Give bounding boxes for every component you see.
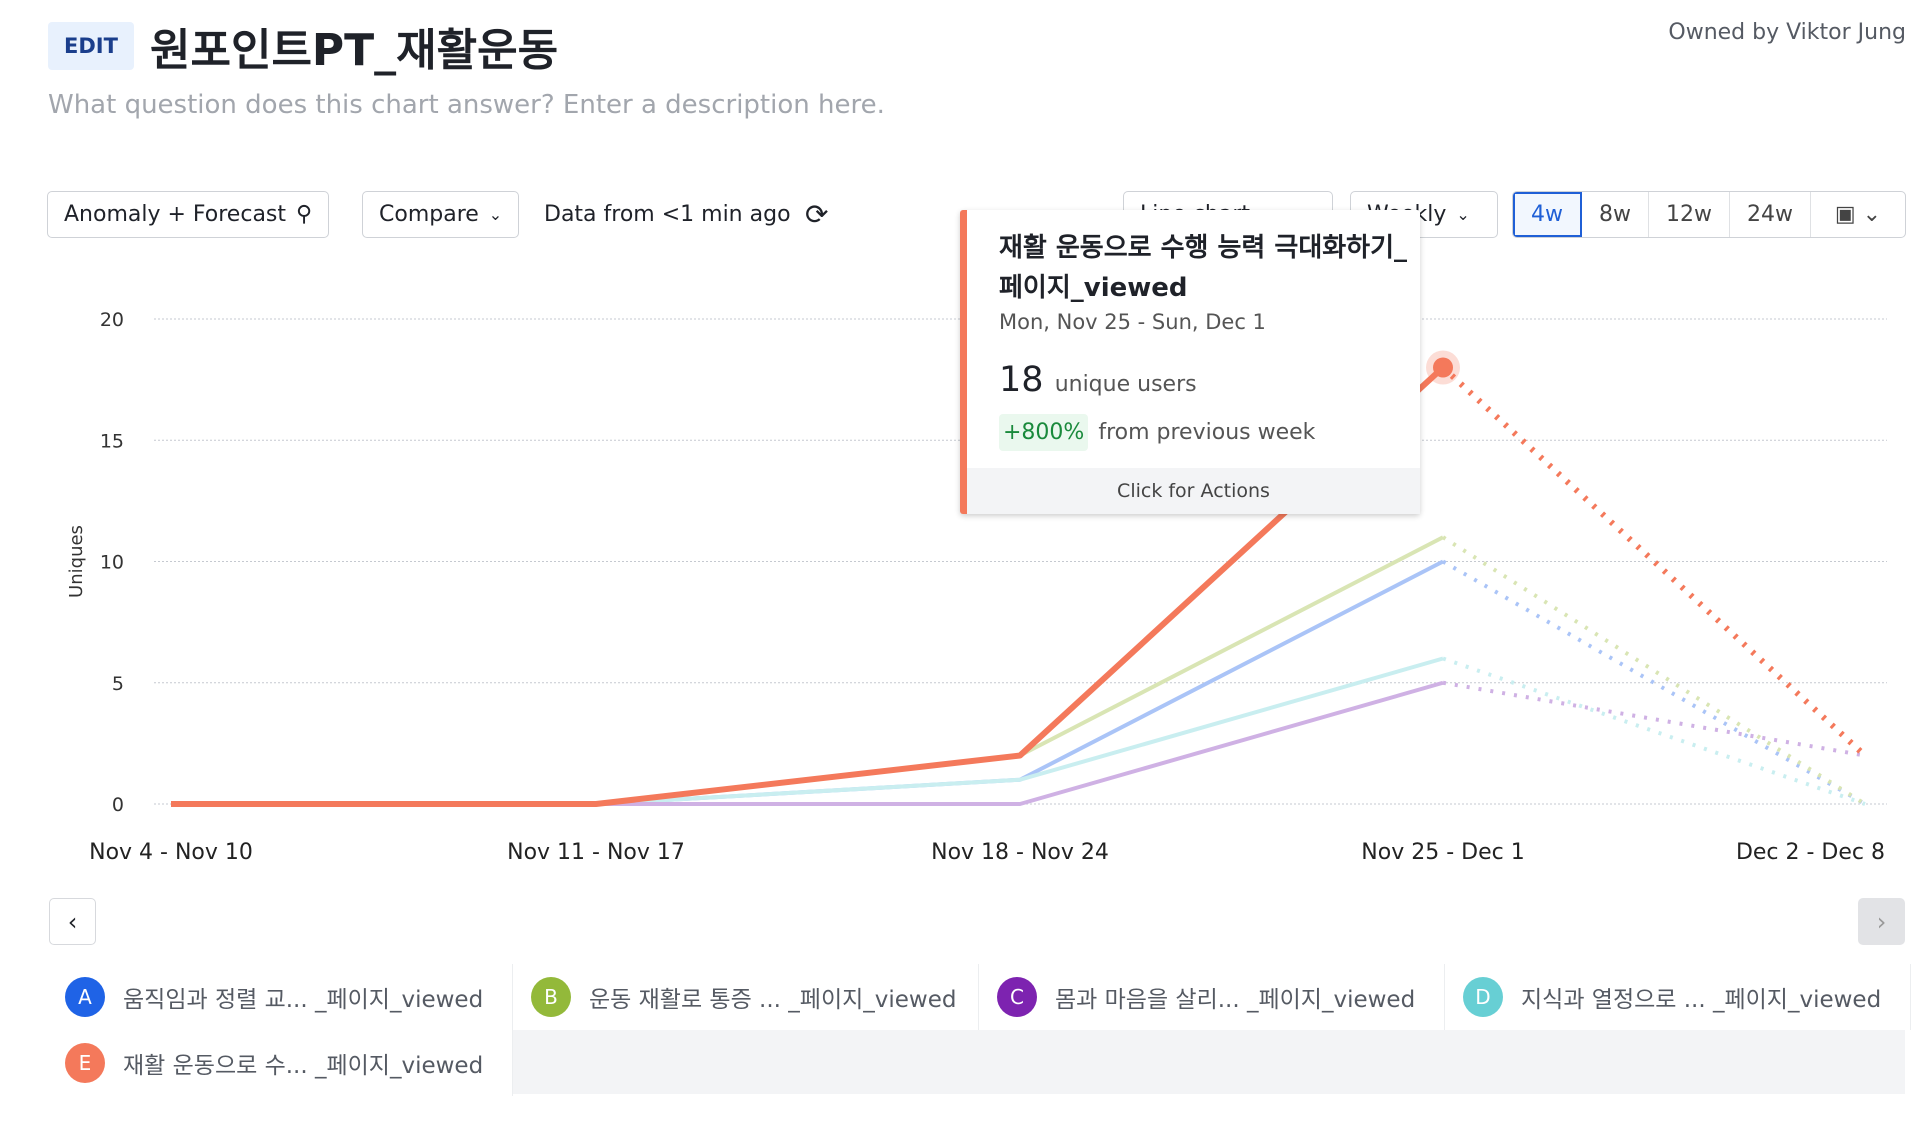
x-tick-label: Nov 18 - Nov 24 — [931, 840, 1109, 865]
legend-item-B[interactable]: B 운동 재활로 통증 ... _페이지_viewed — [515, 964, 979, 1030]
anomaly-label: Anomaly + Forecast — [64, 202, 287, 227]
y-tick-label: 10 — [100, 552, 124, 574]
change-badge: +800% — [999, 414, 1089, 451]
x-tick-label: Dec 2 - Dec 8 — [1736, 840, 1885, 865]
compare-button[interactable]: Compare ⌄ — [362, 191, 520, 238]
tooltip-title: 재활 운동으로 수행 능력 극대화하기_페이지_viewed — [999, 233, 1408, 303]
page-title[interactable]: 원포인트PT_재활운동 — [150, 25, 559, 76]
legend-label: 몸과 마음을 살리... _페이지_viewed — [1055, 987, 1416, 1013]
tooltip-value: 18 unique users — [999, 360, 1197, 400]
series-badge: D — [1463, 977, 1503, 1017]
range-12w[interactable]: 12w — [1649, 192, 1730, 237]
compare-label: Compare — [379, 202, 479, 227]
y-tick-label: 20 — [100, 309, 124, 331]
description-input[interactable]: What question does this chart answer? En… — [48, 90, 885, 120]
owner-label: Owned by Viktor Jung — [1668, 20, 1906, 45]
x-tick-label: Nov 25 - Dec 1 — [1361, 840, 1524, 865]
range-selector: 4w 8w 12w 24w ▣ ⌄ — [1512, 191, 1906, 238]
series-badge: A — [65, 977, 105, 1017]
anomaly-forecast-button[interactable]: Anomaly + Forecast ⚲ — [47, 191, 330, 238]
next-page-button[interactable]: › — [1858, 898, 1905, 945]
refresh-icon[interactable]: ⟳ — [805, 198, 829, 231]
y-axis-label: Uniques — [66, 525, 87, 598]
legend-label: 재활 운동으로 수... _페이지_viewed — [123, 1053, 484, 1079]
edit-badge[interactable]: EDIT — [48, 22, 134, 70]
legend-item-D[interactable]: D 지식과 열정으로 ... _페이지_viewed — [1447, 964, 1911, 1030]
forecast-line-C — [1442, 680, 1866, 758]
range-24w[interactable]: 24w — [1730, 192, 1811, 237]
tooltip-unit: unique users — [1054, 372, 1197, 397]
y-tick-label: 0 — [112, 794, 124, 816]
tooltip-date: Mon, Nov 25 - Sun, Dec 1 — [999, 310, 1266, 334]
series-line-C — [171, 680, 1444, 806]
forecast-line-D — [1442, 656, 1866, 806]
date-picker-button[interactable]: ▣ ⌄ — [1811, 192, 1905, 237]
highlight-point — [1433, 357, 1453, 378]
range-8w[interactable]: 8w — [1582, 192, 1649, 237]
prev-page-button[interactable]: ‹ — [49, 898, 96, 945]
tooltip-change: +800% from previous week — [999, 414, 1315, 451]
chart-tooltip[interactable]: 재활 운동으로 수행 능력 극대화하기_페이지_viewed Mon, Nov … — [960, 210, 1420, 514]
click-for-actions[interactable]: Click for Actions — [967, 468, 1420, 514]
legend-label: 지식과 열정으로 ... _페이지_viewed — [1521, 987, 1882, 1013]
x-tick-label: Nov 4 - Nov 10 — [89, 840, 253, 865]
chevron-down-icon: ⌄ — [488, 205, 503, 224]
legend-label: 움직임과 정렬 교... _페이지_viewed — [123, 987, 484, 1013]
legend-label: 운동 재활로 통증 ... _페이지_viewed — [589, 987, 957, 1013]
wand-icon: ⚲ — [296, 202, 313, 227]
y-tick-label: 15 — [100, 430, 124, 452]
change-label: from previous week — [1098, 420, 1316, 445]
range-4w[interactable]: 4w — [1513, 192, 1582, 237]
x-tick-label: Nov 11 - Nov 17 — [507, 840, 685, 865]
series-badge: E — [65, 1043, 105, 1083]
chevron-right-icon: › — [1876, 907, 1887, 936]
legend-item-A[interactable]: A 움직임과 정렬 교... _페이지_viewed — [49, 964, 513, 1030]
line-chart: 0 5 10 15 20 Uniques Nov 4 - Nov 10 Nov 11 - No… — [66, 309, 1887, 865]
series-line-E — [171, 365, 1446, 807]
legend-item-C[interactable]: C 몸과 마음을 살리... _페이지_viewed — [981, 964, 1445, 1030]
series-badge: C — [997, 977, 1037, 1017]
chevron-left-icon: ‹ — [67, 907, 78, 936]
series-line-B — [171, 535, 1444, 806]
legend-empty-area — [513, 1030, 1905, 1094]
chevron-down-icon: ⌄ — [1456, 205, 1470, 224]
forecast-line-B — [1441, 535, 1867, 806]
tooltip-number: 18 — [999, 360, 1044, 400]
series-badge: B — [531, 977, 571, 1017]
legend-item-E[interactable]: E 재활 운동으로 수... _페이지_viewed — [49, 1030, 513, 1096]
calendar-icon: ▣ ⌄ — [1834, 202, 1882, 227]
y-tick-label: 5 — [112, 673, 124, 695]
data-freshness: Data from <1 min ago — [544, 202, 791, 227]
